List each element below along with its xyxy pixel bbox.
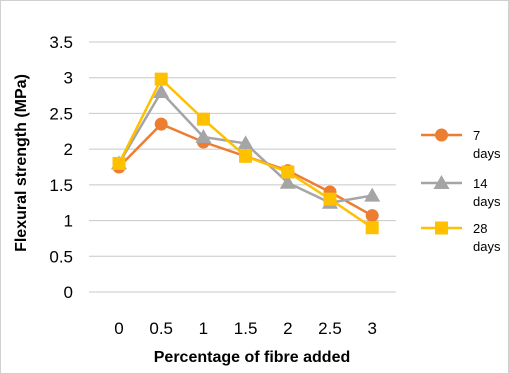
y-tick-label: 0.5 <box>49 247 73 266</box>
legend-label: 7 days <box>473 128 501 161</box>
data-point <box>281 165 295 179</box>
legend-label: 28 days <box>473 221 501 254</box>
x-tick-label: 0.5 <box>149 319 173 338</box>
legend-label: 14 days <box>473 176 501 209</box>
data-point <box>237 135 254 150</box>
y-tick-label: 2 <box>64 140 73 159</box>
y-tick-label: 2.5 <box>49 104 73 123</box>
data-point <box>364 187 381 202</box>
data-point <box>279 174 296 189</box>
legend-item: 14 days <box>421 175 501 209</box>
data-point <box>154 117 168 131</box>
legend-marker <box>435 221 448 235</box>
data-point <box>153 84 170 98</box>
x-tick-label: 1 <box>199 319 208 338</box>
data-point <box>112 156 126 170</box>
data-point <box>195 129 212 143</box>
legend-marker <box>433 175 450 189</box>
y-tick-label: 3 <box>64 69 73 88</box>
x-tick-label: 3 <box>367 319 376 338</box>
x-tick-label: 1.5 <box>234 319 258 338</box>
series-28-days <box>112 72 379 235</box>
y-tick-label: 1.5 <box>49 176 73 195</box>
legend-item: 28 days <box>421 221 501 254</box>
x-tick-labels: 0 0.5 1 1.5 2 2.5 3 <box>114 319 377 338</box>
x-tick-label: 2 <box>283 319 292 338</box>
data-point <box>239 149 253 163</box>
y-tick-label: 1 <box>64 212 73 231</box>
data-point <box>365 209 379 223</box>
series-group <box>111 72 381 235</box>
y-axis-title: Flexural strength (MPa) <box>13 74 30 252</box>
y-tick-label: 0 <box>64 283 73 302</box>
legend-marker <box>435 128 448 142</box>
data-point <box>196 112 210 126</box>
y-tick-label: 3.5 <box>49 33 73 52</box>
y-tick-labels: 0 0.5 1 1.5 2 2.5 3 3.5 <box>49 33 73 302</box>
x-tick-label: 0 <box>114 319 123 338</box>
data-point <box>154 72 168 86</box>
data-point <box>323 192 337 206</box>
x-tick-label: 2.5 <box>318 319 342 338</box>
x-axis-title: Percentage of fibre added <box>154 349 351 366</box>
data-point <box>365 221 379 235</box>
legend-item: 7 days <box>421 128 501 161</box>
legend: 7 days 14 days 28 days <box>421 128 501 254</box>
